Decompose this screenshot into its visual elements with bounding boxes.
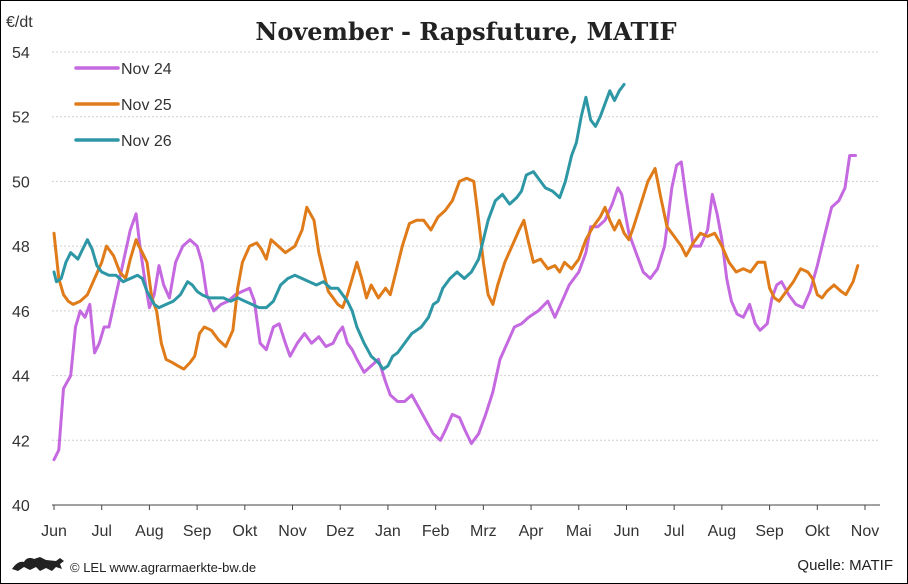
x-tick-label: Okt (232, 523, 257, 540)
y-tick-label: 52 (12, 110, 30, 127)
x-tick-label: Mai (566, 523, 592, 540)
x-tick-label: Sep (755, 523, 784, 540)
legend: Nov 24 Nov 25 Nov 26 (74, 61, 172, 150)
legend-label: Nov 25 (121, 97, 172, 114)
y-tick-label: 46 (12, 304, 30, 321)
series-line-nov-24 (52, 154, 857, 462)
x-tick-label: Apr (519, 523, 545, 540)
y-tick-label: 44 (12, 369, 30, 386)
copyright-credit: © LEL www.agrarmaerkte-bw.de (70, 560, 256, 575)
y-tick-label: 50 (12, 174, 30, 191)
x-tick-label: Jun (614, 523, 640, 540)
y-axis-unit: €/dt (6, 14, 33, 31)
x-tick-label: Dez (326, 523, 354, 540)
series-line-nov-26 (52, 82, 626, 371)
x-tick-label: Jul (664, 523, 684, 540)
x-tick-label: Jul (91, 523, 111, 540)
y-axis-ticks: 40 42 44 46 48 50 52 54 (12, 45, 30, 515)
y-tick-label: 42 (12, 433, 30, 450)
x-tick-label: Jun (41, 523, 67, 540)
x-tick-label: Aug (708, 523, 736, 540)
x-tick-label: Nov (851, 523, 879, 540)
x-tick-label: Feb (422, 523, 450, 540)
x-tick-label: Aug (135, 523, 163, 540)
chart-title: November - Rapsfuture, MATIF (255, 17, 676, 46)
x-tick-label: Mrz (470, 523, 497, 540)
lion-logo-icon (12, 557, 64, 571)
gridlines (52, 51, 880, 441)
x-tick-label: Okt (805, 523, 830, 540)
series-lines (52, 82, 860, 462)
y-tick-label: 40 (12, 498, 30, 515)
x-axis-ticks: Jun Jul Aug Sep Okt Nov Dez Jan Feb Mrz Apr Mai Jun J… (41, 505, 879, 540)
y-tick-label: 54 (12, 45, 30, 62)
legend-label: Nov 26 (121, 133, 172, 150)
x-tick-label: Jan (375, 523, 401, 540)
y-tick-label: 48 (12, 239, 30, 256)
series-line-nov-25 (52, 167, 860, 371)
legend-label: Nov 24 (121, 61, 172, 78)
x-tick-label: Sep (183, 523, 212, 540)
x-tick-label: Nov (278, 523, 306, 540)
data-source: Quelle: MATIF (797, 557, 893, 574)
